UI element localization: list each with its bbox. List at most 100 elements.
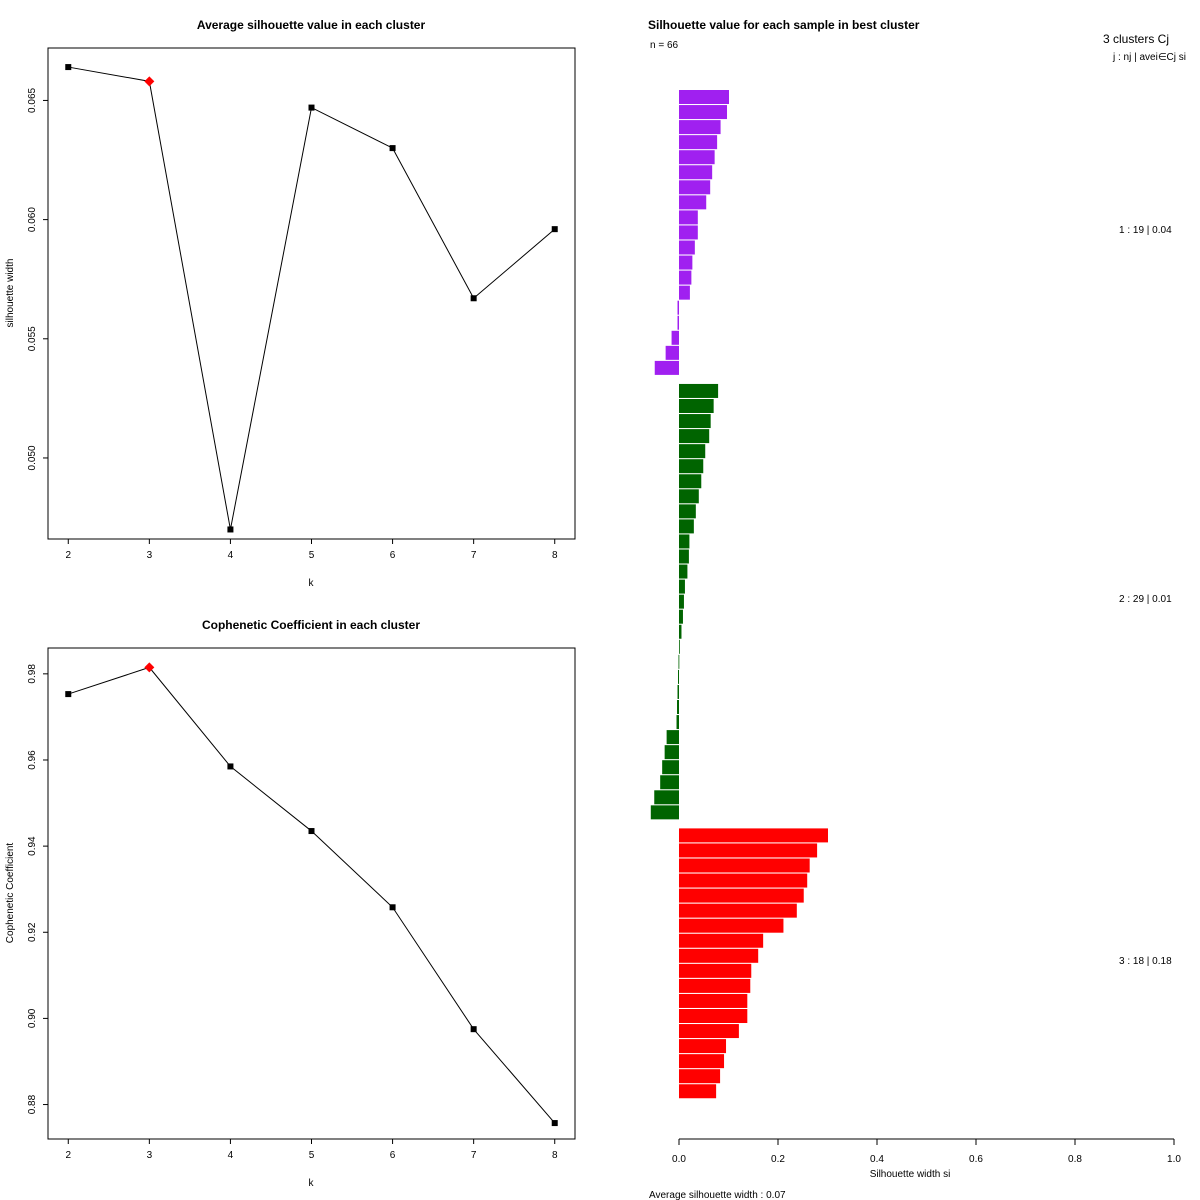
data-point <box>65 691 72 698</box>
silhouette-bar <box>664 745 679 760</box>
data-point <box>470 295 477 302</box>
cophenetic-y-ticks: 0.88 0.90 0.92 0.94 0.96 0.98 <box>27 664 48 1114</box>
silhouette-bar <box>660 775 679 790</box>
x-tick-label: 0.8 <box>1068 1154 1082 1165</box>
data-point <box>551 226 558 233</box>
silhouette-bar <box>679 858 810 873</box>
silhouette-bar <box>679 843 818 858</box>
x-tick-label: 0.2 <box>771 1154 785 1165</box>
x-tick-label: 4 <box>228 1150 234 1161</box>
silhouette-bar <box>662 760 679 775</box>
series-line <box>68 666 556 1124</box>
y-tick-label: 0.94 <box>27 836 38 856</box>
cophenetic-x-ticks: 2 3 4 5 6 7 8 <box>65 1139 558 1161</box>
silhouette-bar <box>679 579 685 594</box>
silhouette-x-label: Silhouette width si <box>870 1169 951 1180</box>
y-tick-label: 0.88 <box>27 1094 38 1114</box>
y-tick-label: 0.060 <box>27 207 38 232</box>
x-tick-label: 7 <box>471 1150 477 1161</box>
silhouette-bar <box>679 210 698 225</box>
silhouette-average-series <box>65 64 558 533</box>
x-tick-label: 0.6 <box>969 1154 983 1165</box>
y-tick-label: 0.92 <box>27 922 38 942</box>
data-point <box>389 904 396 911</box>
silhouette-bar <box>679 1039 727 1054</box>
silhouette-bar <box>679 165 713 180</box>
silhouette-bar <box>679 383 719 398</box>
cluster-legend-subheader: j : nj | avei∈Cj si <box>1112 52 1186 63</box>
x-tick-label: 4 <box>228 550 234 561</box>
x-tick-label: 6 <box>390 1150 396 1161</box>
average-silhouette-footer: Average silhouette width : 0.07 <box>649 1190 786 1200</box>
silhouette-bar <box>679 504 696 519</box>
y-tick-label: 0.050 <box>27 445 38 470</box>
silhouette-bar <box>679 993 748 1008</box>
cophenetic-plot-frame <box>47 647 576 1140</box>
silhouette-samples-title: Silhouette value for each sample in best… <box>648 18 920 32</box>
x-tick-label: 5 <box>309 1150 315 1161</box>
silhouette-bar <box>679 240 695 255</box>
x-tick-label: 8 <box>552 550 558 561</box>
silhouette-bar <box>666 730 679 745</box>
silhouette-bar <box>679 429 710 444</box>
silhouette-bar <box>679 489 699 504</box>
data-point <box>65 64 72 71</box>
silhouette-bar <box>678 654 680 669</box>
series-line <box>68 66 556 530</box>
x-tick-label: 3 <box>147 1150 153 1161</box>
cophenetic-panel: Cophenetic Coefficient in each cluster k… <box>5 618 576 1189</box>
silhouette-bar <box>679 519 694 534</box>
y-tick-label: 0.055 <box>27 326 38 351</box>
silhouette-bar <box>677 315 679 330</box>
silhouette-bar <box>679 399 714 413</box>
x-tick-label: 6 <box>390 550 396 561</box>
best-k-marker <box>144 76 155 87</box>
y-tick-label: 0.90 <box>27 1008 38 1028</box>
silhouette-bar <box>679 594 684 609</box>
cophenetic-series <box>65 662 558 1127</box>
data-point <box>551 1120 558 1127</box>
silhouette-bar <box>654 790 679 805</box>
silhouette-bar <box>665 345 679 360</box>
cophenetic-title: Cophenetic Coefficient in each cluster <box>202 618 420 632</box>
x-tick-label: 2 <box>65 1150 71 1161</box>
silhouette-bar <box>679 255 693 270</box>
silhouette-bar <box>679 828 828 843</box>
silhouette-bar <box>679 1009 748 1023</box>
silhouette-bar <box>679 1024 739 1039</box>
silhouette-bar <box>679 444 706 459</box>
silhouette-bar <box>679 963 752 978</box>
cluster-summary-label: 3 : 18 | 0.18 <box>1119 956 1172 967</box>
silhouette-bar <box>679 270 692 285</box>
cluster-summary-label: 1 : 19 | 0.04 <box>1119 225 1172 236</box>
data-point <box>389 145 396 152</box>
silhouette-bar <box>650 805 679 820</box>
silhouette-bar <box>679 1084 717 1099</box>
silhouette-bar <box>679 180 711 195</box>
x-tick-label: 1.0 <box>1167 1154 1181 1165</box>
x-tick-label: 0.0 <box>672 1154 686 1165</box>
silhouette-bar <box>679 564 688 579</box>
silhouette-bar <box>679 285 690 300</box>
silhouette-bar <box>679 639 680 654</box>
cluster-summary-label: 2 : 29 | 0.01 <box>1119 594 1172 605</box>
y-tick-label: 0.98 <box>27 664 38 684</box>
best-k-marker <box>144 662 155 673</box>
silhouette-bar <box>677 700 679 714</box>
silhouette-bar <box>679 978 751 993</box>
silhouette-bar <box>676 715 679 730</box>
data-point <box>227 526 234 533</box>
silhouette-bar <box>679 549 689 564</box>
silhouette-bar <box>679 135 718 150</box>
silhouette-average-panel: Average silhouette value in each cluster… <box>5 18 576 589</box>
silhouette-bar <box>679 150 715 165</box>
silhouette-bar <box>679 903 797 918</box>
silhouette-samples-panel: Silhouette value for each sample in best… <box>648 18 1186 1200</box>
x-tick-label: 2 <box>65 550 71 561</box>
silhouette-bar <box>679 873 808 888</box>
silhouette-x-ticks: 0.0 0.2 0.4 0.6 0.8 1.0 <box>672 1139 1181 1165</box>
silhouette-average-x-label: k <box>309 578 315 589</box>
data-point <box>308 828 315 835</box>
cluster-legend-header: 3 clusters Cj <box>1103 32 1169 46</box>
sample-count-label: n = 66 <box>650 40 679 51</box>
